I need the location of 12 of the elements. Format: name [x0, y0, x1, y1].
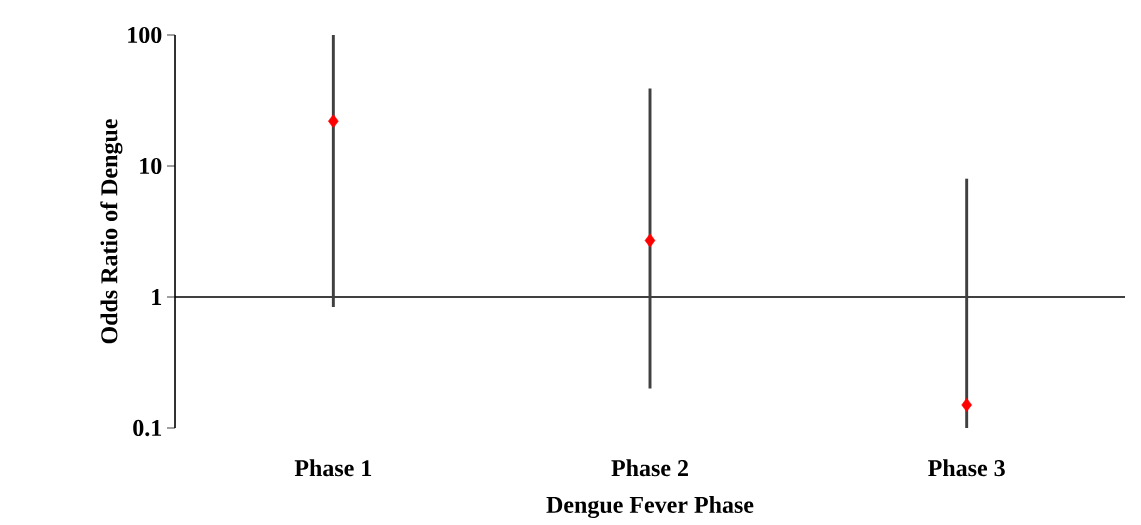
point	[961, 398, 972, 412]
x-axis-title: Dengue Fever Phase	[546, 496, 754, 519]
x-tick-label: Phase 3	[928, 459, 1005, 477]
point	[328, 114, 339, 129]
y-tick-label: 100	[128, 26, 162, 44]
y-tick-label: 1	[152, 289, 162, 305]
y-tick-label: 0.1	[133, 419, 162, 437]
y-tick-label: 10	[140, 157, 162, 175]
x-tick-label: Phase 2	[611, 459, 688, 477]
y-axis-title: Odds Ratio of Dengue	[100, 119, 123, 344]
x-tick-label: Phase 1	[294, 459, 372, 477]
point	[644, 233, 656, 248]
